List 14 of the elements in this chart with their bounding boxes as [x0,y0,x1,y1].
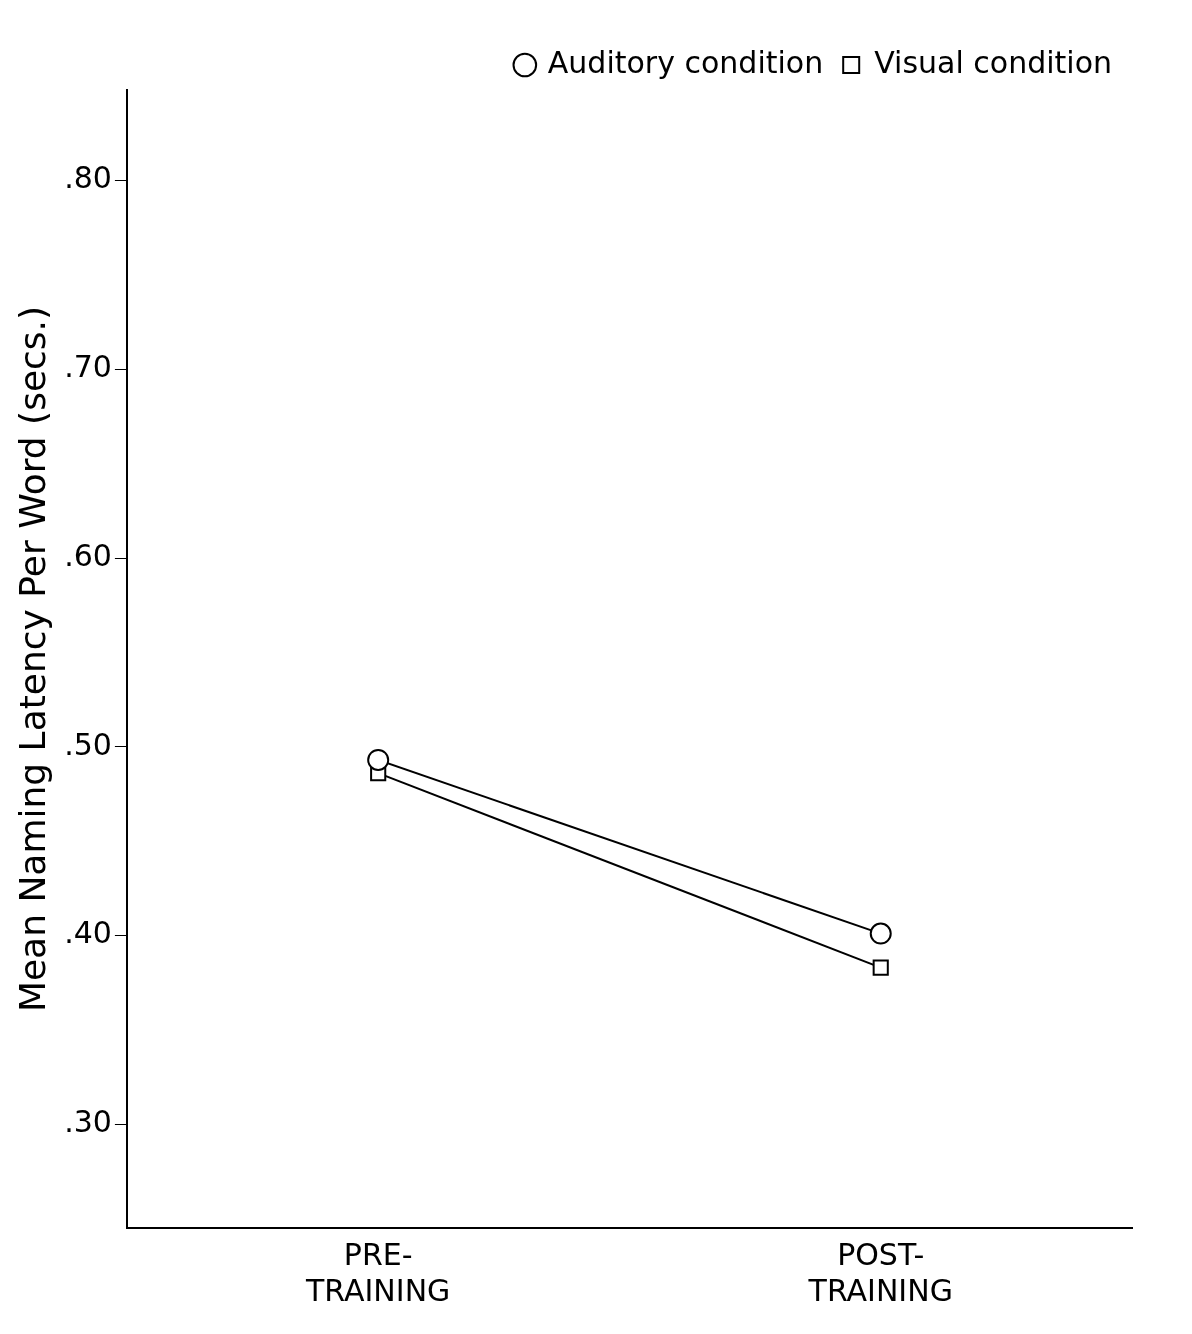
legend-label: Auditory condition [547,44,824,80]
x-tick-label: PRE- TRAINING [305,1236,451,1308]
y-tick-label: .50 [64,726,112,762]
y-tick-label: .40 [64,915,112,951]
legend-label: Visual condition [874,44,1113,80]
point [872,959,889,976]
x-tick-label: POST- TRAINING [807,1236,953,1308]
point [367,748,390,771]
y-tick-label: .60 [64,537,112,573]
y-tick-label: .30 [64,1104,112,1139]
y-tick-label: .70 [64,349,112,385]
y-tick-label: .80 [64,160,112,196]
point [869,922,892,945]
y-axis-title: Mean Naming Latency Per Word (secs.) [11,305,53,1013]
